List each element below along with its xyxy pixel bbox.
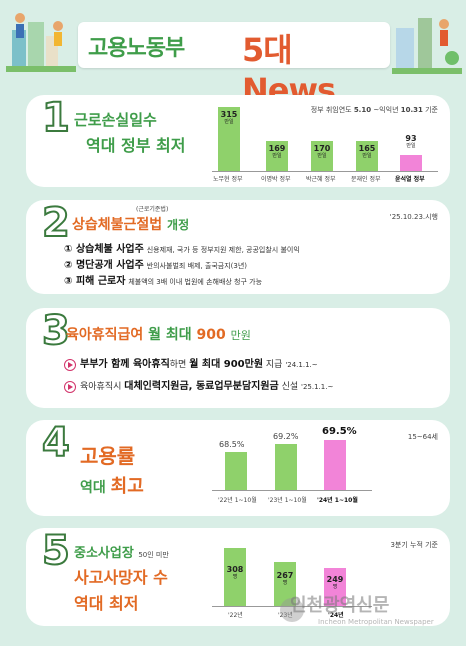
news-card-1: 1 근로손실일수 역대 정부 최저 정부 취임연도 5.10 ~익익년 10.3…: [26, 95, 450, 187]
card5-baseline: [212, 606, 372, 607]
card1-label-1: 이명박 정부: [261, 176, 291, 183]
title-box: 고용노동부 5대 News: [78, 22, 390, 109]
card1-baseline: [212, 171, 438, 172]
card1-note: 정부 취임연도 5.10 ~익익년 10.31 기준: [310, 106, 438, 114]
card5-label-0: '22년: [228, 612, 243, 619]
card1-bar-1: 169 만일: [266, 141, 288, 171]
card1-label-2: 박근혜 정부: [306, 176, 336, 183]
arrow-icon: [64, 380, 76, 393]
card-number-1: 1: [41, 95, 71, 142]
page-header: 고용노동부 5대 News: [0, 0, 466, 109]
card1-label-0: 노무현 정부: [213, 176, 243, 183]
arrow-icon: [64, 358, 76, 371]
watermark-subtext: Incheon Metropolitan Newspaper: [318, 618, 434, 626]
news-card-3: 3 육아휴직급여 월 최대 900 만원 부부가 함께 육아휴직하면 월 최대 …: [26, 308, 450, 408]
card4-bar-0: [225, 452, 247, 490]
card5-label-1: '23년: [278, 612, 293, 619]
card-number-2: 2: [41, 200, 71, 247]
card-number-3: 3: [41, 308, 71, 355]
card5-label-2: '24년: [328, 612, 344, 619]
card4-title-line1: 고용률: [80, 444, 136, 468]
card4-value-2: 69.5%: [322, 426, 357, 437]
card4-bar-1: [275, 444, 297, 490]
card1-bar-3: 165 만일: [356, 141, 378, 171]
card3-line-1: 부부가 함께 육아휴직하면 월 최대 900만원 지급 '24.1.1.~: [64, 355, 318, 371]
card5-bar-2: 249 명: [324, 568, 346, 606]
card2-point-3: ③ 피해 근로자 체불액의 3배 이내 법원에 손해배상 청구 가능: [64, 276, 263, 287]
card4-bar-2: [324, 440, 346, 490]
card5-title-line1: 중소사업장 50인 미만: [74, 546, 169, 561]
card5-note: 3분기 누적 기준: [390, 541, 438, 549]
news-card-5: 5 중소사업장 50인 미만 사고사망자 수 역대 최저 3분기 누적 기준 3…: [26, 528, 450, 626]
card4-note: 15~64세: [407, 433, 438, 441]
card4-value-0: 68.5%: [219, 440, 245, 449]
card3-line-2: 육아휴직시 대체인력지원금, 동료업무분담지원금 신설 '25.1.1.~: [64, 377, 333, 393]
card4-value-1: 69.2%: [273, 432, 299, 441]
card1-label-4: 윤석열 정부: [395, 176, 425, 183]
card3-title: 육아휴직급여 월 최대 900 만원: [66, 327, 251, 343]
card4-label-2: '24년 1~10월: [317, 497, 358, 504]
card4-label-0: '22년 1~10월: [218, 497, 257, 504]
watermark-logo-icon: [280, 598, 304, 622]
card1-bar-2: 170 만일: [311, 141, 333, 171]
watermark-text: 인천광역신문: [290, 595, 390, 616]
card1-bar-4-value: 93 만일: [405, 134, 417, 149]
card1-title-line2: 역대 정부 최저: [86, 136, 186, 155]
card1-bar-0: 315 만일: [218, 107, 240, 171]
city-illustration-left: [6, 13, 76, 72]
card5-bar-0: 308 명: [224, 548, 246, 606]
card5-title-line3: 역대 최저: [74, 594, 139, 613]
card2-point-2: ② 명단공개 사업주 반의사불벌죄 배제, 출국금지(3년): [64, 260, 248, 271]
city-illustration-right: [392, 18, 462, 74]
card1-label-3: 문재인 정부: [351, 176, 381, 183]
card4-title-line2: 역대 최고: [80, 476, 144, 497]
card5-title-line2: 사고사망자 수: [74, 568, 168, 587]
title-ministry: 고용노동부: [88, 36, 185, 61]
card4-baseline: [212, 490, 372, 491]
card2-point-1: ① 상습체불 사업주 신용제재, 국가 등 정부지원 제한, 공공입찰시 불이익: [64, 244, 300, 255]
card1-bar-4: [400, 155, 422, 171]
card2-title: 상습체불근절법 (근로기준법) 개정: [72, 206, 190, 233]
card4-label-1: '23년 1~10월: [268, 497, 307, 504]
news-card-4: 4 고용률 역대 최고 15~64세 68.5% 69.2% 69.5% '22…: [26, 420, 450, 516]
card-number-4: 4: [41, 420, 71, 467]
card-number-5: 5: [41, 528, 71, 575]
card2-date: '25.10.23.시행: [389, 213, 438, 221]
news-card-2: 2 상습체불근절법 (근로기준법) 개정 '25.10.23.시행 ① 상습체불…: [26, 200, 450, 294]
card1-title-line1: 근로손실일수: [74, 111, 157, 129]
card5-bar-1: 267 명: [274, 562, 296, 606]
